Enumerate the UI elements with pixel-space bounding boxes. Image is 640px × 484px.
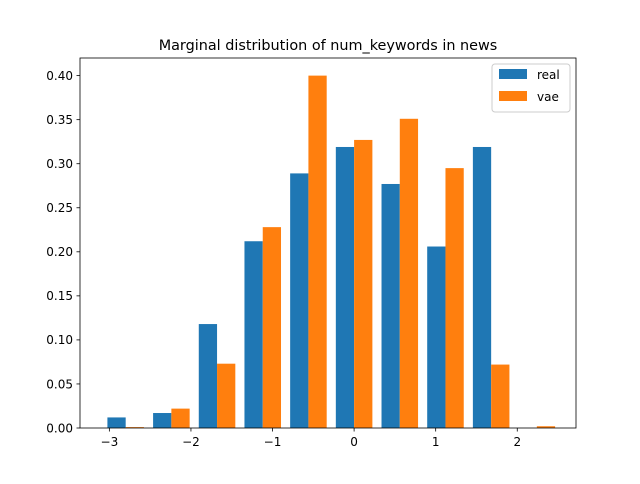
bar-vae-7 <box>445 168 464 428</box>
bars-layer <box>107 75 556 429</box>
bar-real-6 <box>381 183 400 428</box>
bar-vae-4 <box>308 75 327 429</box>
legend-label-real: real <box>537 68 560 82</box>
y-tick-label: 0.20 <box>46 245 73 259</box>
x-tick-label: −3 <box>101 435 119 449</box>
x-tick-label: −2 <box>182 435 200 449</box>
legend: real vae <box>491 63 571 113</box>
y-tick-label: 0.00 <box>46 421 73 435</box>
x-tick-label: 0 <box>350 435 358 449</box>
legend-swatch-real <box>499 69 527 79</box>
y-tick-label: 0.25 <box>46 201 73 215</box>
legend-swatch-vae <box>499 91 527 101</box>
chart-title: Marginal distribution of num_keywords in… <box>159 38 498 54</box>
bar-vae-2 <box>217 363 236 428</box>
x-axis: −3 −2 −1 0 1 2 <box>101 428 521 449</box>
y-tick-label: 0.10 <box>46 333 73 347</box>
y-tick-label: 0.15 <box>46 289 73 303</box>
bar-real-5 <box>335 146 355 429</box>
bar-real-0 <box>107 417 126 428</box>
bar-real-7 <box>427 246 446 428</box>
bar-vae-8 <box>491 364 510 428</box>
x-tick-label: 1 <box>432 435 440 449</box>
x-tick-label: 2 <box>513 435 521 449</box>
y-axis: 0.00 0.05 0.10 0.15 0.20 0.25 0.30 0.35 0.40 <box>46 69 80 435</box>
y-tick-label: 0.35 <box>46 113 73 127</box>
bar-vae-3 <box>262 227 282 428</box>
y-tick-label: 0.30 <box>46 157 73 171</box>
bar-real-8 <box>472 146 492 429</box>
plot-frame <box>79 57 577 429</box>
legend-label-vae: vae <box>537 90 559 104</box>
bar-vae-0 <box>125 427 144 428</box>
bar-vae-6 <box>399 118 419 428</box>
x-tick-label: −1 <box>264 435 282 449</box>
bar-vae-9 <box>536 426 556 428</box>
bar-real-2 <box>198 324 218 428</box>
bar-vae-1 <box>171 408 190 428</box>
bar-real-1 <box>153 413 172 428</box>
y-tick-label: 0.05 <box>46 377 73 391</box>
y-tick-label: 0.40 <box>46 69 73 83</box>
bar-vae-5 <box>354 139 373 428</box>
bar-real-3 <box>244 241 263 428</box>
bar-real-4 <box>290 173 309 428</box>
